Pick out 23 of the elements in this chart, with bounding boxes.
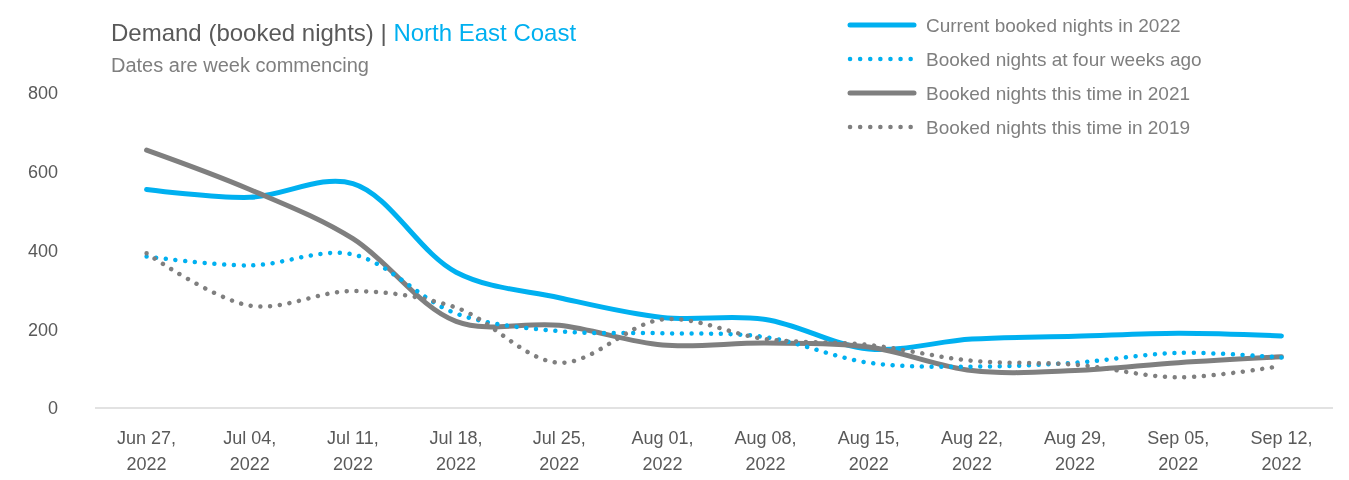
y-tick-label: 600 bbox=[27, 162, 58, 183]
legend-label: Booked nights at four weeks ago bbox=[926, 48, 1202, 70]
y-tick-label: 400 bbox=[27, 240, 58, 261]
x-tick-label: Jun 27, 2022 bbox=[117, 428, 177, 474]
x-tick-label: Jul 04, 2022 bbox=[223, 428, 277, 474]
legend-label: Current booked nights in 2022 bbox=[926, 14, 1181, 36]
x-tick-label: Aug 29, 2022 bbox=[1044, 428, 1107, 474]
x-tick-label: Jul 25, 2022 bbox=[532, 428, 586, 474]
x-tick-label: Aug 01, 2022 bbox=[631, 428, 694, 474]
x-tick-label: Aug 08, 2022 bbox=[734, 428, 797, 474]
chart-subtitle: Dates are week commencing bbox=[111, 54, 369, 76]
y-tick-label: 200 bbox=[27, 319, 58, 340]
x-tick-label: Sep 12, 2022 bbox=[1250, 428, 1313, 474]
legend-label: Booked nights this time in 2019 bbox=[926, 116, 1191, 138]
x-tick-label: Aug 15, 2022 bbox=[837, 428, 900, 474]
y-tick-label: 0 bbox=[47, 398, 58, 419]
y-tick-label: 800 bbox=[27, 83, 58, 104]
x-tick-label: Aug 22, 2022 bbox=[940, 428, 1003, 474]
legend-label: Booked nights this time in 2021 bbox=[926, 82, 1191, 104]
x-tick-label: Jul 18, 2022 bbox=[429, 428, 483, 474]
x-tick-label: Sep 05, 2022 bbox=[1147, 428, 1210, 474]
chart-title: Demand (booked nights) | North East Coast bbox=[111, 19, 577, 46]
x-tick-label: Jul 11, 2022 bbox=[327, 428, 379, 474]
